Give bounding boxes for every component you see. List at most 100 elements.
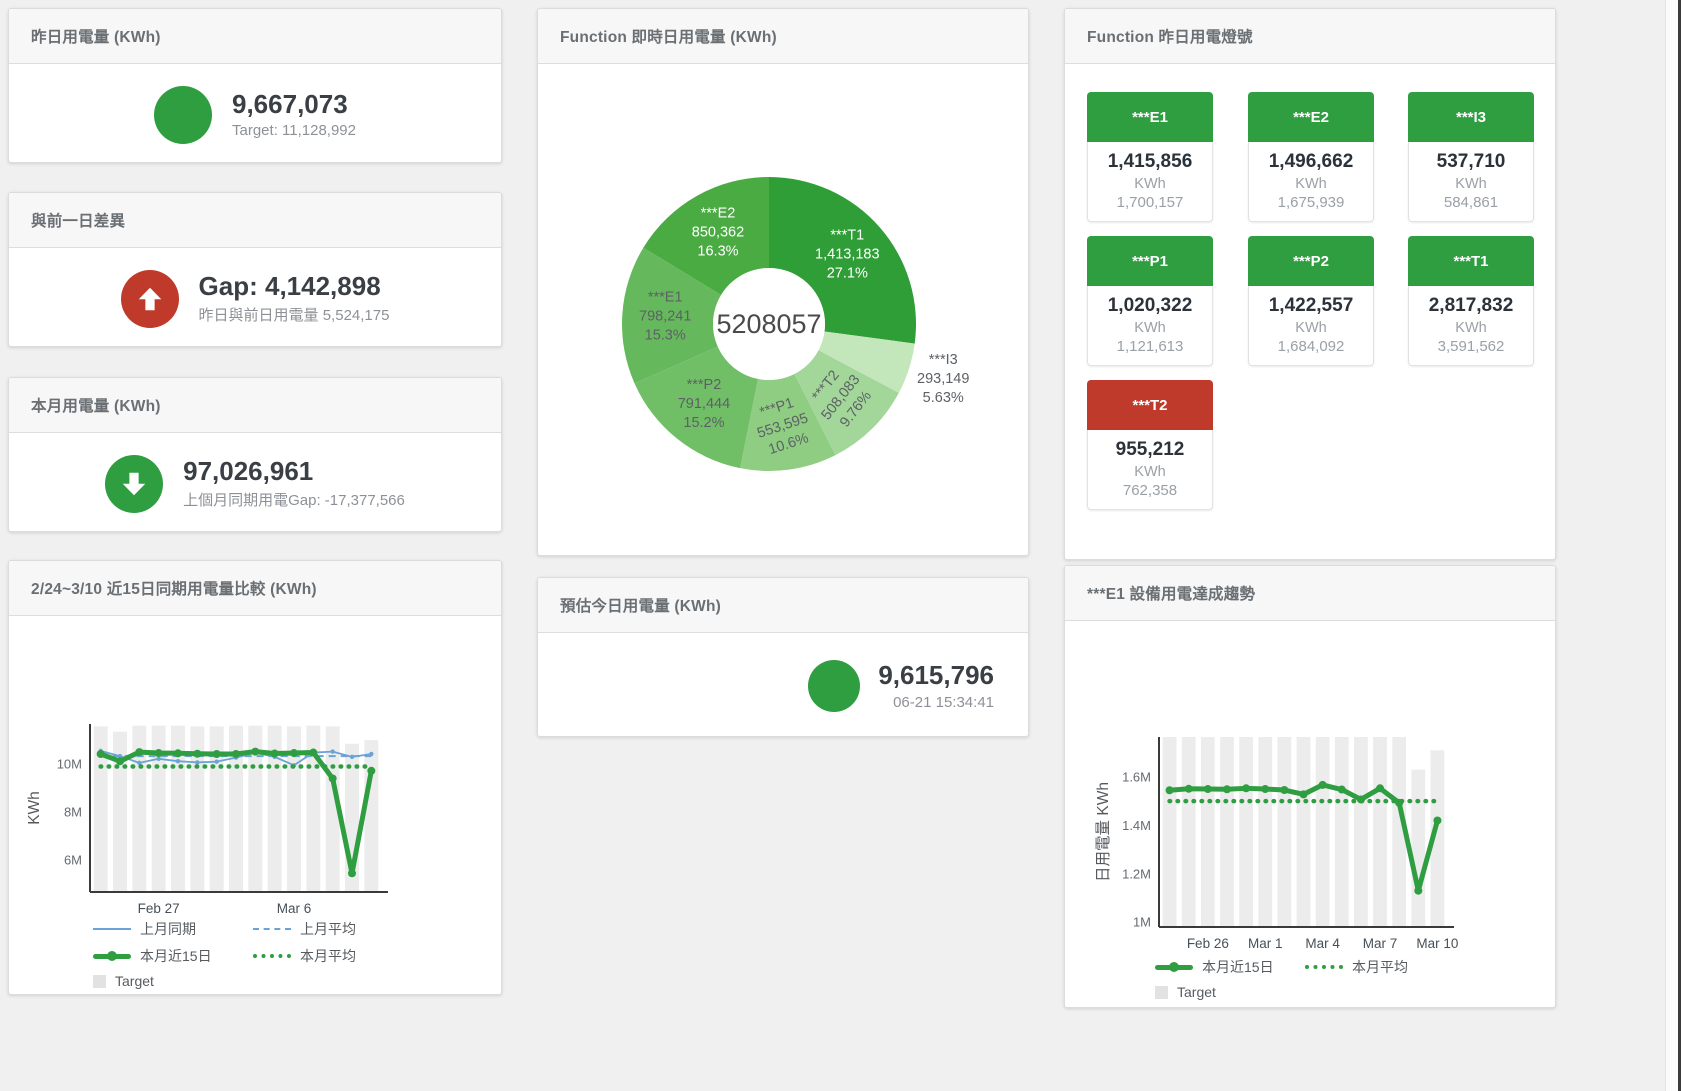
light-tile-p1: ***P1 1,020,322 KWh 1,121,613 [1087, 236, 1213, 366]
legend-swatch-green-dot [1305, 965, 1343, 969]
panel-month-usage: 本月用電量 (KWh) 97,026,961 上個月同期用電Gap: -17,3… [8, 377, 502, 532]
tile-status-header: ***I3 [1408, 92, 1534, 142]
panel-realtime-donut: Function 即時日用電量 (KWh) ***T1 1,413,183 27.1… [537, 8, 1029, 556]
legend-label: 上月平均 [300, 921, 356, 937]
panel-header[interactable]: 昨日用電量 (KWh) [9, 9, 501, 64]
lights-grid: ***E1 1,415,856 KWh 1,700,157 ***E2 1,49… [1065, 64, 1555, 562]
svg-text:Feb 27: Feb 27 [138, 901, 180, 916]
legend-item[interactable]: 本月近15日 [1155, 957, 1305, 977]
stat-subtitle: 昨日與前日用電量 5,524,175 [198, 307, 390, 325]
legend-item[interactable]: Target [93, 973, 253, 989]
panel-header[interactable]: Function 即時日用電量 (KWh) [538, 9, 1028, 64]
legend-label: 上月同期 [140, 921, 196, 937]
legend-swatch-blue-line [93, 928, 131, 930]
svg-text:Mar 6: Mar 6 [277, 901, 312, 916]
svg-text:Feb 26: Feb 26 [1187, 936, 1229, 951]
compare-legend: 上月同期 上月平均本月近15日 本月平均 Target [93, 919, 438, 989]
tile-value: 1,422,557 [1268, 295, 1354, 316]
arrow-up-circle-icon [120, 269, 179, 328]
tile-target: 3,591,562 [1437, 338, 1505, 355]
legend-item[interactable]: 本月平均 [1305, 957, 1455, 977]
legend-label: 本月平均 [1352, 959, 1408, 975]
tile-target: 1,121,613 [1116, 338, 1184, 355]
tile-status-header: ***E2 [1248, 92, 1374, 142]
light-tile-i3: ***I3 537,710 KWh 584,861 [1408, 92, 1534, 222]
svg-text:5208057: 5208057 [716, 309, 821, 339]
tile-target: 1,675,939 [1277, 194, 1345, 211]
light-tile-t1: ***T1 2,817,832 KWh 3,591,562 [1408, 236, 1534, 366]
tile-value: 955,212 [1115, 439, 1185, 460]
tile-target: 1,700,157 [1116, 194, 1184, 211]
panel-title: 預估今日用電量 (KWh) [560, 598, 722, 615]
scrollbar-track[interactable] [1665, 0, 1681, 1091]
status-circle-icon [154, 85, 212, 144]
legend-item[interactable]: 上月平均 [253, 919, 413, 939]
legend-swatch-target [1155, 985, 1168, 999]
svg-text:日用電量 KWh: 日用電量 KWh [1095, 782, 1112, 882]
panel-e1-trend: ***E1 設備用電達成趨勢 1M 1.2M 1.4M 1.6M 日用電量 KWh Feb… [1064, 565, 1556, 1008]
panel-header[interactable]: Function 昨日用電燈號 [1065, 9, 1555, 64]
tile-target: 1,684,092 [1277, 338, 1345, 355]
stat-value: 97,026,961 [183, 455, 314, 486]
arrow-down-circle-icon [105, 454, 164, 513]
tile-value: 1,020,322 [1107, 295, 1193, 316]
stat-subtitle: 上個月同期用電Gap: -17,377,566 [183, 492, 405, 510]
donut-chart-svg: ***T1 1,413,183 27.1%***I3 293,149 5.63%***T… [622, 177, 969, 471]
panel-day-gap: 與前一日差異 Gap: 4,142,898 昨日與前日用電量 5,524,175 [8, 192, 502, 347]
tile-target: 762,358 [1122, 482, 1178, 499]
donut-chart: ***T1 1,413,183 27.1% ***I3 293,149 5.63% ***T… [538, 64, 1028, 558]
tile-unit: KWh [1134, 464, 1166, 480]
panel-title: 昨日用電量 (KWh) [31, 29, 161, 46]
legend-item[interactable]: 本月平均 [253, 946, 413, 966]
tile-status-header: ***E1 [1087, 92, 1213, 142]
e1-trend-legend: 本月近15日 本月平均 Target [1155, 957, 1475, 1000]
stat-value: 9,615,796 [878, 660, 994, 691]
tile-unit: KWh [1295, 320, 1327, 336]
tile-unit: KWh [1134, 320, 1166, 336]
svg-text:1.6M: 1.6M [1122, 769, 1151, 784]
legend-swatch-target [93, 974, 106, 988]
stat-subtitle: Target: 11,128,992 [232, 122, 356, 140]
panel-header[interactable]: 與前一日差異 [9, 193, 501, 248]
stat-body: Gap: 4,142,898 昨日與前日用電量 5,524,175 [9, 248, 501, 349]
svg-text:6M: 6M [64, 853, 82, 868]
legend-item[interactable]: 本月近15日 [93, 946, 253, 966]
stat-subtitle: 06-21 15:34:41 [893, 693, 994, 711]
panel-title: 2/24~3/10 近15日同期用電量比較 (KWh) [31, 581, 317, 598]
legend-label: 本月近15日 [1202, 959, 1274, 975]
panel-yesterday-usage: 昨日用電量 (KWh) 9,667,073 Target: 11,128,992 [8, 8, 502, 163]
legend-label: 本月近15日 [140, 948, 212, 964]
svg-text:1M: 1M [1133, 915, 1151, 930]
svg-text:1.2M: 1.2M [1122, 866, 1151, 881]
panel-header[interactable]: 預估今日用電量 (KWh) [538, 578, 1028, 633]
panel-header[interactable]: 2/24~3/10 近15日同期用電量比較 (KWh) [9, 561, 501, 616]
legend-item[interactable]: Target [1155, 984, 1305, 1000]
panel-header[interactable]: ***E1 設備用電達成趨勢 [1065, 566, 1555, 621]
legend-swatch-green-dot [253, 954, 291, 958]
legend-item[interactable]: 上月同期 [93, 919, 253, 939]
tile-status-header: ***T1 [1408, 236, 1534, 286]
panel-today-forecast: 預估今日用電量 (KWh) 9,615,796 06-21 15:34:41 [537, 577, 1029, 737]
panel-title: Function 昨日用電燈號 [1087, 29, 1253, 46]
tile-status-header: ***P2 [1248, 236, 1374, 286]
panel-title: ***E1 設備用電達成趨勢 [1087, 586, 1256, 603]
status-circle-icon [808, 660, 861, 712]
legend-label: 本月平均 [300, 948, 356, 964]
svg-text:10M: 10M [57, 757, 82, 772]
svg-text:KWh: KWh [26, 791, 43, 825]
scrollbar-thumb[interactable] [1678, 0, 1681, 1091]
compare-chart: 6M 8M 10M KWh Feb 27 Mar 6 上月同期 上月平均 本月近15日 本月平均… [9, 616, 501, 997]
tile-unit: KWh [1134, 176, 1166, 192]
light-tile-e1: ***E1 1,415,856 KWh 1,700,157 [1087, 92, 1213, 222]
light-tile-p2: ***P2 1,422,557 KWh 1,684,092 [1248, 236, 1374, 366]
light-tile-t2: ***T2 955,212 KWh 762,358 [1087, 380, 1213, 510]
tile-status-header: ***T2 [1087, 380, 1213, 430]
tile-status-header: ***P1 [1087, 236, 1213, 286]
svg-text:Mar 7: Mar 7 [1363, 936, 1398, 951]
panel-header[interactable]: 本月用電量 (KWh) [9, 378, 501, 433]
